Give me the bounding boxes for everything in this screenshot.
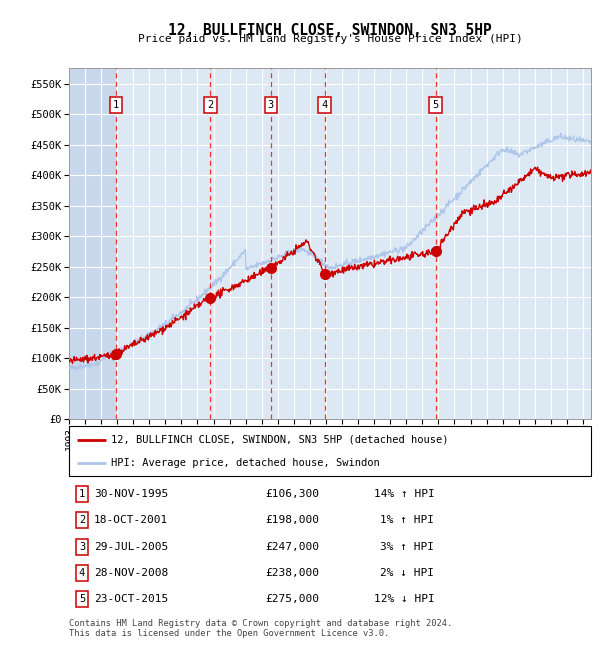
Text: 3% ↑ HPI: 3% ↑ HPI: [380, 541, 434, 552]
Text: 12% ↓ HPI: 12% ↓ HPI: [374, 594, 434, 604]
FancyBboxPatch shape: [69, 426, 591, 476]
Text: 14% ↑ HPI: 14% ↑ HPI: [374, 489, 434, 499]
Text: 23-OCT-2015: 23-OCT-2015: [94, 594, 168, 604]
Text: £238,000: £238,000: [266, 568, 320, 578]
Text: 4: 4: [322, 100, 328, 110]
Text: 2: 2: [207, 100, 214, 110]
Text: £198,000: £198,000: [266, 515, 320, 525]
Text: 1: 1: [79, 489, 85, 499]
Text: 5: 5: [79, 594, 85, 604]
Bar: [69, 68, 116, 419]
Text: Contains HM Land Registry data © Crown copyright and database right 2024.
This d: Contains HM Land Registry data © Crown c…: [69, 619, 452, 638]
Text: 30-NOV-1995: 30-NOV-1995: [94, 489, 168, 499]
Text: 2: 2: [79, 515, 85, 525]
Text: 1% ↑ HPI: 1% ↑ HPI: [380, 515, 434, 525]
Text: 4: 4: [79, 568, 85, 578]
Text: £106,300: £106,300: [266, 489, 320, 499]
Text: £247,000: £247,000: [266, 541, 320, 552]
Text: 1: 1: [113, 100, 119, 110]
Text: 12, BULLFINCH CLOSE, SWINDON, SN3 5HP: 12, BULLFINCH CLOSE, SWINDON, SN3 5HP: [168, 23, 492, 38]
Text: 2% ↓ HPI: 2% ↓ HPI: [380, 568, 434, 578]
Text: HPI: Average price, detached house, Swindon: HPI: Average price, detached house, Swin…: [111, 458, 380, 468]
Text: 29-JUL-2005: 29-JUL-2005: [94, 541, 168, 552]
Text: 5: 5: [433, 100, 439, 110]
Text: 18-OCT-2001: 18-OCT-2001: [94, 515, 168, 525]
Bar: [69, 68, 116, 419]
Text: Price paid vs. HM Land Registry's House Price Index (HPI): Price paid vs. HM Land Registry's House …: [137, 34, 523, 44]
Text: 3: 3: [79, 541, 85, 552]
Text: 3: 3: [268, 100, 274, 110]
Text: 28-NOV-2008: 28-NOV-2008: [94, 568, 168, 578]
Text: 12, BULLFINCH CLOSE, SWINDON, SN3 5HP (detached house): 12, BULLFINCH CLOSE, SWINDON, SN3 5HP (d…: [111, 435, 448, 445]
Text: £275,000: £275,000: [266, 594, 320, 604]
